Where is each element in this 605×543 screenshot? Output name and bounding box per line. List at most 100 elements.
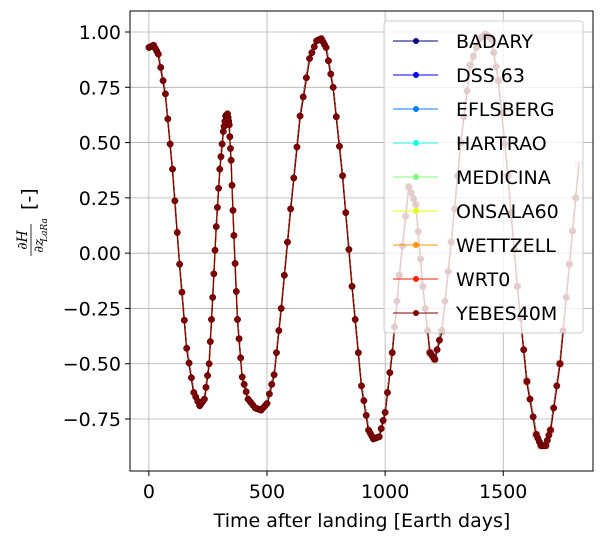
data-point (187, 374, 195, 382)
y-axis-label-denominator: ∂z (32, 239, 47, 253)
data-point (176, 260, 184, 268)
data-point (237, 354, 245, 362)
legend-label: MEDICINA (456, 167, 551, 189)
data-point (290, 174, 298, 182)
data-point (161, 90, 169, 98)
legend-label: WRT0 (456, 269, 510, 291)
x-tick-label: 500 (249, 481, 285, 503)
legend-entry: ONSALA60 (393, 201, 559, 223)
data-point (205, 360, 213, 368)
data-point (384, 389, 391, 396)
legend-marker (413, 174, 419, 180)
legend-marker (413, 208, 419, 214)
legend-entry: EFLSBERG (393, 99, 555, 121)
data-point (206, 338, 214, 346)
plot-frame (129, 10, 594, 472)
data-point (169, 165, 176, 173)
data-point (436, 336, 443, 344)
data-point (377, 425, 385, 433)
data-point (235, 335, 243, 343)
legend-entry: YEBES40M (393, 303, 557, 325)
data-point (362, 411, 370, 419)
data-point (171, 197, 179, 205)
data-point (216, 165, 224, 173)
legend-entry: HARTRAO (393, 133, 547, 155)
data-point (351, 316, 359, 323)
data-point (166, 140, 174, 148)
data-point (231, 260, 239, 267)
data-point (280, 271, 288, 279)
y-axis-label-unit: [-] (18, 188, 40, 210)
legend-frame (383, 20, 584, 334)
data-point (240, 380, 248, 388)
legend-marker (413, 72, 419, 78)
data-point (270, 371, 278, 379)
data-point (208, 316, 215, 323)
data-point (520, 346, 528, 354)
legend-label: BADARY (456, 31, 533, 53)
data-point (348, 282, 356, 290)
data-point (217, 153, 225, 161)
data-point (164, 115, 172, 123)
data-point (308, 49, 316, 57)
data-point (232, 288, 240, 295)
x-tick-label: 1000 (361, 481, 409, 503)
legend-marker (413, 106, 419, 112)
data-point (183, 344, 191, 352)
data-point (215, 184, 223, 192)
data-point (238, 373, 246, 381)
data-point (360, 397, 368, 405)
data-point (210, 270, 218, 278)
data-point (556, 360, 564, 368)
data-point (154, 50, 162, 58)
data-point (336, 142, 343, 150)
data-point (339, 172, 347, 180)
data-point (275, 327, 283, 335)
data-point (306, 55, 313, 62)
data-point (431, 355, 439, 363)
y-axis: −0.75 −0.50 −0.25 0.00 0.25 0.50 0.75 1.00 (63, 22, 130, 431)
legend-label: YEBES40M (455, 303, 557, 325)
legend-entry: BADARY (393, 31, 533, 53)
data-point (299, 93, 307, 101)
legend-items: BADARY DSS 63 EFLSBERG HARTRAO MEDICINA ONSAL… (393, 31, 559, 325)
data-point (211, 246, 219, 254)
data-point (329, 83, 337, 91)
data-point (230, 232, 238, 239)
data-point (296, 112, 304, 120)
data-point (327, 70, 335, 78)
data-point (284, 238, 291, 246)
data-point (529, 413, 537, 421)
data-point (227, 145, 234, 152)
legend-label: HARTRAO (456, 133, 547, 155)
y-tick-label: 1.00 (79, 22, 121, 44)
legend-label: DSS 63 (456, 65, 525, 87)
data-point (287, 205, 295, 213)
data-point (234, 316, 241, 323)
legend-entry: WRT0 (393, 269, 510, 291)
data-point (228, 181, 236, 189)
data-point (225, 121, 233, 129)
data-point (375, 433, 383, 441)
y-tick-label: −0.75 (63, 409, 121, 431)
data-point (268, 380, 276, 388)
data-point (553, 382, 561, 390)
data-point (302, 74, 310, 82)
data-point (157, 63, 165, 71)
data-point (159, 77, 167, 85)
y-tick-label: −0.25 (63, 298, 121, 320)
data-point (227, 156, 235, 164)
data-point (379, 417, 387, 424)
y-axis-label: ∂H ∂z LaRa [-] (15, 188, 50, 256)
data-point (358, 382, 365, 390)
legend: BADARY DSS 63 EFLSBERG HARTRAO MEDICINA ONSAL… (383, 20, 584, 334)
y-tick-label: 0.25 (79, 188, 121, 210)
data-point (324, 57, 332, 65)
data-point (180, 316, 188, 324)
data-point (226, 133, 234, 141)
data-point (265, 390, 273, 398)
data-point (322, 44, 330, 51)
data-point (388, 349, 396, 357)
x-tick-label: 0 (143, 481, 155, 503)
data-point (550, 404, 558, 412)
